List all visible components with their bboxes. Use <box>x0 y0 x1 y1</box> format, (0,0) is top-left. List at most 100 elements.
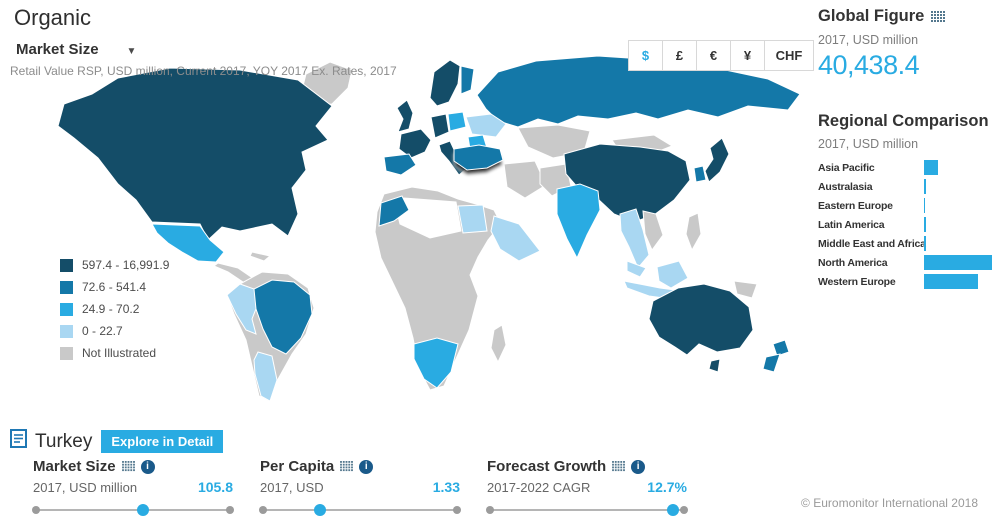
selected-country-name: Turkey <box>35 430 93 452</box>
metric-slider[interactable] <box>486 504 688 516</box>
region-label: Middle East and Africa <box>818 238 926 250</box>
map-country[interactable] <box>626 260 647 278</box>
map-country[interactable] <box>704 137 730 183</box>
region-bar <box>924 255 992 270</box>
map-country[interactable] <box>708 358 721 373</box>
table-icon[interactable] <box>612 461 626 472</box>
region-list: Asia Pacific Australasia Eastern Europe … <box>818 159 992 292</box>
map-country[interactable] <box>249 251 272 262</box>
currency-label: $ <box>641 48 650 63</box>
map-country[interactable] <box>57 67 333 241</box>
map-country[interactable] <box>490 324 507 364</box>
chevron-down-icon: ▼ <box>126 46 137 57</box>
map-country[interactable] <box>430 113 450 139</box>
legend-label: 24.9 - 70.2 <box>82 302 140 316</box>
map-country[interactable] <box>772 339 790 357</box>
map-country[interactable] <box>490 215 541 262</box>
slider-thumb[interactable] <box>137 504 149 516</box>
table-icon[interactable] <box>340 461 354 472</box>
metric-card: Per Capita i 2017, USD 1.33 <box>259 458 461 516</box>
region-row[interactable]: Middle East and Africa <box>818 235 992 254</box>
info-icon[interactable]: i <box>631 459 646 474</box>
copyright: © Euromonitor International 2018 <box>801 496 978 510</box>
regional-comparison-subtitle: 2017, USD million <box>818 137 919 151</box>
map-country[interactable] <box>503 160 547 199</box>
map-country[interactable] <box>253 279 313 355</box>
legend-label: 0 - 22.7 <box>82 324 123 338</box>
currency-button[interactable]: $ <box>629 41 663 70</box>
slider-end-left <box>32 506 40 514</box>
table-icon[interactable] <box>121 461 135 472</box>
metric-subtitle-line: Retail Value RSP, USD million, Current 2… <box>10 64 397 78</box>
map-country-selected[interactable] <box>453 144 504 171</box>
info-icon[interactable]: i <box>359 459 374 474</box>
currency-button[interactable]: € <box>697 41 731 70</box>
map-country[interactable] <box>151 223 225 263</box>
region-label: Latin America <box>818 219 885 231</box>
map-country[interactable] <box>383 153 417 176</box>
currency-label: ¥ <box>743 48 752 63</box>
map-country[interactable] <box>460 65 475 95</box>
metric-dropdown[interactable]: Market Size ▼ <box>16 41 136 58</box>
metric-subtitle: 2017, USD million <box>33 480 138 495</box>
region-row[interactable]: Western Europe <box>818 273 992 292</box>
slider-end-right <box>226 506 234 514</box>
region-bar <box>924 217 926 232</box>
slider-end-left <box>259 506 267 514</box>
map-country[interactable] <box>556 183 601 260</box>
currency-button[interactable]: £ <box>663 41 697 70</box>
legend-item: Not Illustrated <box>60 346 169 360</box>
map-country[interactable] <box>429 59 461 107</box>
country-detail-panel: Turkey Explore in Detail Market Size i 2… <box>0 425 992 527</box>
map-country[interactable] <box>733 280 758 299</box>
legend-item: 72.6 - 541.4 <box>60 280 169 294</box>
map-country[interactable] <box>693 165 707 183</box>
table-icon[interactable] <box>931 10 946 23</box>
metric-title: Per Capita <box>260 458 335 475</box>
metric-value: 1.33 <box>432 479 460 495</box>
map-country[interactable] <box>396 99 414 133</box>
slider-end-right <box>453 506 461 514</box>
map-country[interactable] <box>619 208 650 269</box>
region-row[interactable]: Eastern Europe <box>818 197 992 216</box>
map-country[interactable] <box>648 283 754 356</box>
metric-value: 12.7% <box>647 479 687 495</box>
global-figure-value: 40,438.4 <box>818 50 920 80</box>
region-label: Asia Pacific <box>818 162 875 174</box>
metric-slider[interactable] <box>32 504 234 516</box>
region-row[interactable]: North America <box>818 254 992 273</box>
map-country[interactable] <box>447 111 467 132</box>
region-row[interactable]: Australasia <box>818 178 992 197</box>
explore-in-detail-button[interactable]: Explore in Detail <box>101 430 224 453</box>
info-icon[interactable]: i <box>140 459 155 474</box>
slider-thumb[interactable] <box>314 504 326 516</box>
region-label: Eastern Europe <box>818 200 893 212</box>
map-country[interactable] <box>226 283 260 335</box>
map-country[interactable] <box>398 128 432 159</box>
map-country[interactable] <box>762 353 781 373</box>
slider-thumb[interactable] <box>667 504 679 516</box>
currency-button[interactable]: ¥ <box>731 41 765 70</box>
legend-label: 597.4 - 16,991.9 <box>82 258 170 272</box>
map-country[interactable] <box>465 113 507 138</box>
region-row[interactable]: Latin America <box>818 216 992 235</box>
map-country[interactable] <box>656 260 689 289</box>
report-icon <box>10 429 28 454</box>
map-country[interactable] <box>642 210 664 251</box>
legend-label: 72.6 - 541.4 <box>82 280 147 294</box>
map-country[interactable] <box>374 186 502 391</box>
map-country[interactable] <box>413 337 459 389</box>
map-country[interactable] <box>457 204 488 234</box>
metric-dropdown-label: Market Size <box>16 41 99 58</box>
map-country[interactable] <box>253 351 278 402</box>
region-row[interactable]: Asia Pacific <box>818 159 992 178</box>
currency-button[interactable]: CHF <box>765 41 813 70</box>
metric-slider[interactable] <box>259 504 461 516</box>
legend-item: 24.9 - 70.2 <box>60 302 169 316</box>
map-country[interactable] <box>685 212 702 252</box>
region-bar <box>924 198 926 213</box>
metric-subtitle: 2017, USD <box>260 480 324 495</box>
currency-toggle: $ £ € ¥ CHF <box>628 40 814 71</box>
metric-card: Market Size i 2017, USD million 105.8 <box>32 458 234 516</box>
map-country[interactable] <box>378 195 410 227</box>
